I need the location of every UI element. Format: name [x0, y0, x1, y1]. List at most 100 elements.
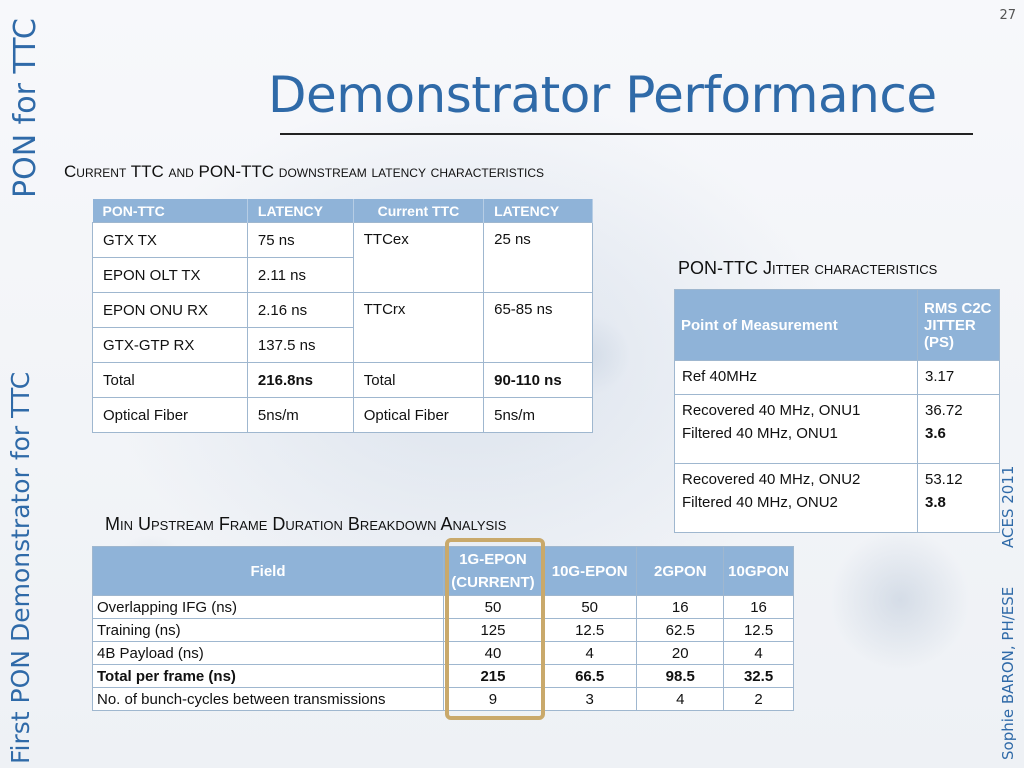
title-divider [280, 133, 973, 135]
table-cell: 12.5 [723, 618, 794, 642]
header-cell: Point of Measurement [674, 289, 918, 361]
table-cell: 53.12 3.8 [917, 463, 1000, 533]
side-conference: ACES 2011 [999, 465, 1017, 548]
table-header-row: Field 1G-EPON (CURRENT) 10G-EPON 2GPON 1… [91, 546, 794, 596]
header-cell: RMS C2C JITTER (PS) [917, 289, 1000, 361]
table-row: Recovered 40 MHz, ONU2 Filtered 40 MHz, … [674, 463, 1000, 533]
header-cell: 1G-EPON (CURRENT) [443, 546, 543, 596]
table-cell: 20 [636, 641, 725, 665]
table-cell: 137.5 ns [246, 327, 354, 363]
jitter-heading: PON-TTC Jitter characteristics [678, 258, 938, 278]
table-cell: Total per frame (ns) [91, 664, 445, 688]
table-cell: 5ns/m [483, 397, 593, 433]
table-cell: 4B Payload (ns) [91, 641, 445, 665]
upstream-heading: Min Upstream Frame Duration Breakdown An… [105, 514, 507, 534]
table-cell: 36.72 3.6 [917, 394, 1000, 464]
table-cell: Total [352, 362, 485, 398]
table-cell: EPON OLT TX [92, 257, 248, 293]
header-cell: LATENCY [247, 199, 354, 223]
table-row: EPON OLT TX 2.11 ns [92, 257, 593, 293]
table-cell: 3.17 [917, 360, 1000, 395]
table-cell: 125 [443, 618, 543, 642]
header-cell: 2GPON [636, 546, 725, 596]
table-row: EPON ONU RX 2.16 ns TTCrx 65-85 ns [92, 292, 593, 363]
table-cell: 25 ns [483, 222, 593, 293]
header-cell: Field [91, 546, 445, 596]
upstream-table: Field 1G-EPON (CURRENT) 10G-EPON 2GPON 1… [91, 546, 794, 711]
cell-line: 3.6 [925, 422, 992, 445]
table-cell: 5ns/m [246, 397, 354, 433]
header-cell: PON-TTC [92, 199, 248, 223]
table-cell: 12.5 [541, 618, 638, 642]
table-cell: No. of bunch-cycles between transmission… [91, 687, 445, 711]
table-cell: 216.8ns [246, 362, 354, 398]
table-cell: Ref 40MHz [674, 360, 918, 395]
table-cell: 16 [723, 595, 794, 619]
table-cell: Recovered 40 MHz, ONU1 Filtered 40 MHz, … [674, 394, 918, 464]
latency-heading: Current TTC and PON-TTC downstream laten… [64, 162, 545, 181]
total-value: 90-110 ns [494, 371, 562, 389]
table-row: Total 216.8ns Total 90-110 ns [92, 362, 593, 398]
table-header-row: PON-TTC LATENCY Current TTC LATENCY [92, 199, 593, 223]
cell-line: Filtered 40 MHz, ONU2 [682, 494, 838, 511]
bold-value: 3.8 [925, 494, 946, 511]
table-cell: 215 [443, 664, 543, 688]
cell-line: 3.8 [925, 491, 992, 514]
total-value: 216.8ns [257, 371, 313, 389]
table-cell: Total [92, 362, 248, 398]
table-cell: Overlapping IFG (ns) [91, 595, 445, 619]
table-cell: GTX-GTP RX [92, 327, 248, 363]
cell-line: Recovered 40 MHz, ONU1 [682, 402, 861, 419]
table-row: No. of bunch-cycles between transmission… [91, 687, 794, 711]
table-cell: 40 [443, 641, 543, 665]
cell-line: 36.72 [925, 402, 963, 419]
table-cell: TTCex [352, 222, 485, 293]
table-row: Training (ns) 125 12.5 62.5 12.5 [91, 618, 794, 642]
table-cell: 50 [443, 595, 543, 619]
table-cell: 75 ns [246, 222, 354, 258]
cell-line: 53.12 [925, 471, 963, 488]
table-cell: 4 [723, 641, 794, 665]
table-cell: 3 [541, 687, 638, 711]
table-cell: Optical Fiber [92, 397, 248, 433]
table-cell: 66.5 [541, 664, 638, 688]
table-cell: 2.16 ns [246, 292, 354, 328]
table-cell: Training (ns) [91, 618, 445, 642]
header-cell: LATENCY [483, 199, 593, 223]
table-cell: 65-85 ns [483, 292, 593, 363]
side-title-bottom: First PON Demonstrator for TTC [6, 371, 35, 764]
table-cell: 90-110 ns [483, 362, 593, 398]
table-row: GTX-GTP RX 137.5 ns [92, 327, 593, 363]
table-cell: 50 [541, 595, 638, 619]
table-cell: TTCrx [352, 292, 485, 363]
table-cell: 16 [636, 595, 725, 619]
table-row: 4B Payload (ns) 40 4 20 4 [91, 641, 794, 665]
table-cell: 98.5 [636, 664, 725, 688]
bold-value: 3.6 [925, 425, 946, 442]
latency-table: PON-TTC LATENCY Current TTC LATENCY GTX … [92, 199, 593, 433]
table-cell: 2 [723, 687, 794, 711]
page-title: Demonstrator Performance [268, 66, 937, 124]
page-number: 27 [999, 8, 1016, 23]
header-cell: Current TTC [353, 199, 485, 223]
table-cell: EPON ONU RX [92, 292, 248, 328]
table-cell: GTX TX [92, 222, 248, 258]
table-cell: 4 [636, 687, 725, 711]
side-author: Sophie BARON, PH/ESE [999, 586, 1017, 760]
header-cell: 10G-EPON [541, 546, 638, 596]
table-cell: 32.5 [723, 664, 794, 688]
cell-line: Filtered 40 MHz, ONU1 [682, 425, 838, 442]
table-cell: 62.5 [636, 618, 725, 642]
table-row: Optical Fiber 5ns/m Optical Fiber 5ns/m [92, 397, 593, 433]
table-cell: 2.11 ns [246, 257, 354, 293]
table-row: Recovered 40 MHz, ONU1 Filtered 40 MHz, … [674, 394, 1000, 464]
cell-line: Recovered 40 MHz, ONU2 [682, 471, 861, 488]
table-row: GTX TX 75 ns TTCex 25 ns [92, 222, 593, 293]
table-cell: 9 [443, 687, 543, 711]
table-row: Overlapping IFG (ns) 50 50 16 16 [91, 595, 794, 619]
jitter-table: Point of Measurement RMS C2C JITTER (PS)… [674, 289, 1000, 533]
table-cell: Optical Fiber [352, 397, 485, 433]
header-cell: 10GPON [723, 546, 794, 596]
table-row: Ref 40MHz 3.17 [674, 360, 1000, 395]
table-cell: Recovered 40 MHz, ONU2 Filtered 40 MHz, … [674, 463, 918, 533]
